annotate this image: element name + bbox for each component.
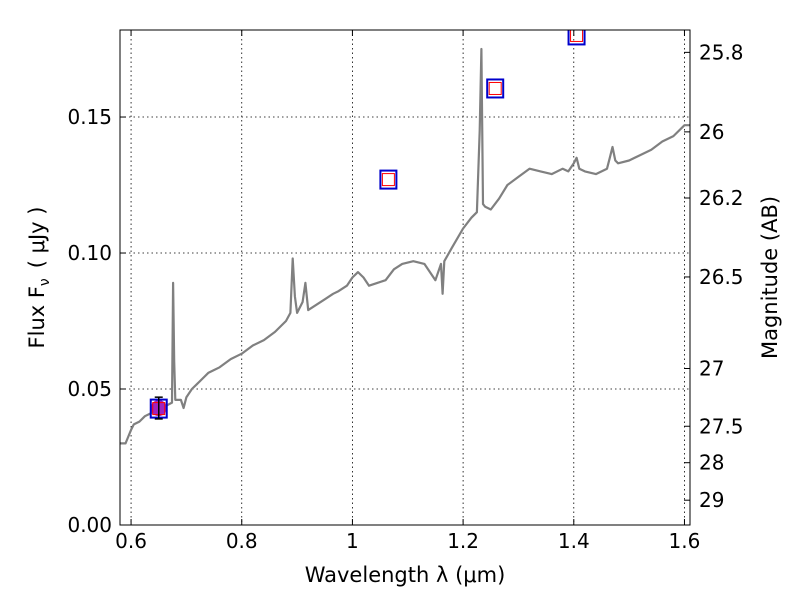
x-axis-label: Wavelength λ (μm) [305, 563, 506, 587]
model-photometry-square [486, 78, 505, 99]
y-tick-label: 0.15 [67, 105, 112, 129]
y-axis-label-unit: ( μJy ) [25, 207, 49, 269]
x-tick-label: 0.6 [115, 529, 147, 553]
tick-labels: 0.6 0.8 1 1.2 1.4 1.6 0.00 0.05 0.10 0.15 25.8 26 26… [67, 40, 743, 553]
y-axis-label: Flux Fν ( μJy ) [25, 207, 53, 349]
y-axis-label-main: Flux F [25, 286, 49, 348]
grid-lines [120, 30, 690, 526]
y2-tick-label: 25.8 [699, 40, 744, 64]
marker-layer [149, 30, 586, 420]
tick-marks [120, 30, 690, 526]
y2-tick-label: 26 [699, 120, 724, 144]
y-axis-label-subscript: ν [37, 278, 53, 286]
y2-tick-label: 27.5 [699, 414, 744, 438]
series-layer [120, 47, 690, 445]
x-tick-label: 0.8 [226, 529, 258, 553]
square-inner [570, 30, 584, 42]
model-photometry-square [379, 169, 398, 190]
y2-tick-label: 26.2 [699, 186, 744, 210]
square-outer [379, 169, 398, 190]
y2-tick-label: 27 [699, 356, 724, 380]
square-inner [381, 173, 395, 187]
y2-axis-label: Magnitude (AB) [758, 196, 782, 359]
square-outer [486, 78, 505, 99]
x-tick-label: 1.6 [669, 529, 701, 553]
y-tick-label: 0.00 [67, 513, 112, 537]
y2-tick-label: 29 [699, 488, 724, 512]
plot-frame [119, 29, 691, 526]
model-spectrum-line [120, 47, 690, 445]
y2-tick-label: 26.5 [699, 265, 744, 289]
y-tick-label: 0.10 [67, 241, 112, 265]
square-inner [488, 81, 502, 95]
y-tick-label: 0.05 [67, 377, 112, 401]
y2-tick-label: 28 [699, 451, 724, 475]
x-tick-label: 1.2 [447, 529, 479, 553]
x-tick-label: 1.4 [558, 529, 590, 553]
x-tick-label: 1 [346, 529, 359, 553]
square-outer [567, 30, 586, 46]
model-photometry-square [567, 30, 586, 46]
